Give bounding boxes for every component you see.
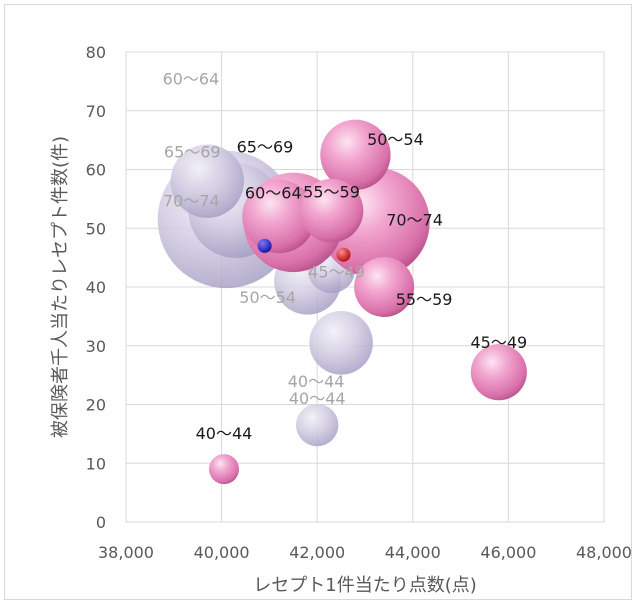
average-marker [257,238,272,253]
pink-bubble [299,178,364,243]
pink-data-label: 70〜74 [386,210,443,229]
lavender-data-label: 60〜64 [163,70,220,89]
pink-data-label: 40〜44 [196,424,253,443]
pink-bubble [354,257,415,317]
lavender-data-label: 45〜49 [308,262,365,281]
y-axis-title: 被保険者千人当たりレセプト件数(件) [50,136,71,438]
lavender-data-label: 65〜69 [164,142,221,161]
y-tick-label: 60 [86,161,106,180]
pink-data-label: 50〜54 [367,130,424,149]
data-labels: 40〜4445〜4950〜5455〜5955〜5960〜6465〜6970〜74… [163,70,528,444]
pink-data-label: 65〜69 [237,138,294,157]
lavender-data-label: 70〜74 [163,191,220,210]
pink-data-label: 55〜59 [396,290,453,309]
pink-bubble [242,179,316,254]
y-tick-label: 10 [86,454,106,473]
y-tick-label: 0 [96,513,106,532]
pink-bubble [320,119,391,190]
pink-data-label: 55〜59 [303,183,360,202]
pink-bubble [208,454,239,485]
y-tick-label: 40 [86,278,106,297]
gridlines [125,51,605,523]
lavender-bubble [309,311,373,375]
lavender-data-label: 50〜54 [239,288,296,307]
x-tick-label: 42,000 [289,543,345,562]
y-tick-label: 50 [86,219,106,238]
lavender-data-label: 40〜44 [289,389,346,408]
y-tick-label: 80 [86,43,106,62]
x-axis-title: レセプト1件当たり点数(点) [253,575,477,596]
tick-labels: 0 10 20 30 40 50 60 70 80 38,000 40,000 42,000 44,00… [86,43,632,562]
lavender-bubble [170,144,244,218]
x-tick-label: 40,000 [194,543,250,562]
y-tick-label: 20 [86,396,106,415]
lavender-data-label: 40〜44 [288,372,345,391]
pink-data-label: 60〜64 [245,183,302,202]
x-tick-label: 48,000 [576,543,632,562]
lavender-bubble [296,403,339,447]
y-tick-label: 30 [86,337,106,356]
x-tick-label: 46,000 [480,543,536,562]
pink-data-label: 45〜49 [470,333,527,352]
markers [257,238,351,262]
y-tick-label: 70 [86,102,106,121]
x-tick-label: 44,000 [385,543,441,562]
average-marker [336,247,351,262]
pink-bubble [470,344,527,401]
x-tick-label: 38,000 [98,543,154,562]
